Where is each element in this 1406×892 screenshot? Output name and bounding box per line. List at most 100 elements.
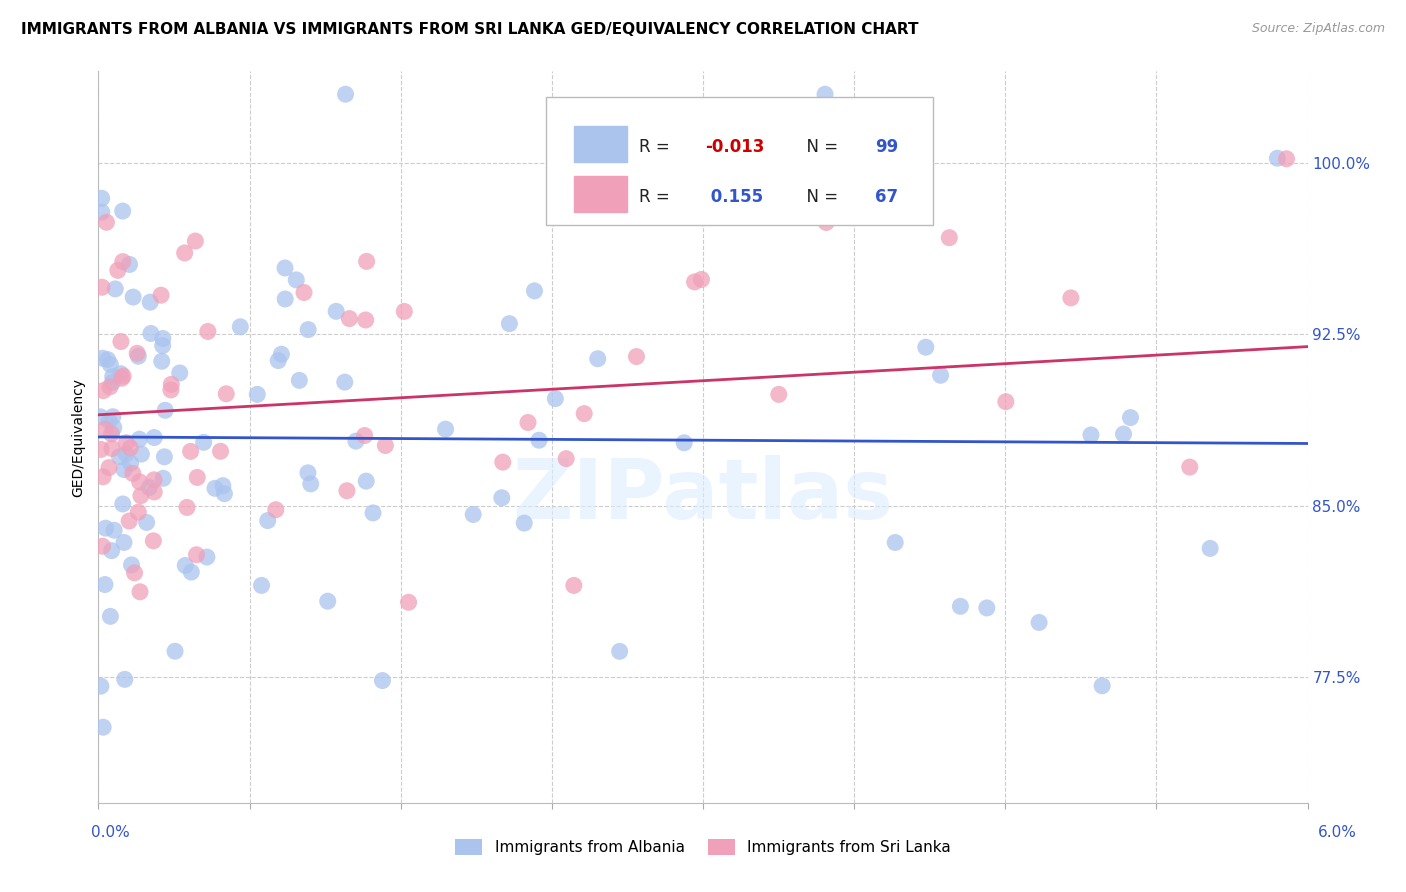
Point (214, 486, 236, 500)
Point (361, 506, 384, 520)
Text: N =: N = (796, 138, 844, 156)
Point (91, 720, 114, 734)
Point (127, 505, 149, 519)
Point (814, 87, 837, 102)
Point (143, 473, 166, 487)
Point (264, 502, 287, 516)
Point (491, 491, 513, 505)
Point (1028, 615, 1050, 630)
FancyBboxPatch shape (574, 126, 627, 162)
Point (1060, 291, 1083, 305)
Point (1119, 410, 1142, 425)
Point (153, 403, 176, 417)
Point (120, 441, 142, 455)
Point (131, 447, 153, 461)
Point (815, 215, 838, 229)
Text: 99: 99 (875, 138, 898, 156)
Point (949, 599, 972, 614)
Point (193, 435, 215, 450)
Point (100, 358, 122, 372)
Text: 0.0%: 0.0% (91, 825, 131, 840)
Point (107, 263, 129, 277)
Point (152, 338, 174, 352)
Point (90, 205, 112, 219)
Point (371, 673, 394, 688)
Point (91, 469, 114, 483)
Point (121, 558, 143, 572)
Point (673, 435, 696, 450)
FancyBboxPatch shape (574, 176, 627, 212)
Point (1199, 541, 1222, 556)
Point (270, 347, 292, 361)
Point (325, 304, 347, 318)
Point (127, 346, 149, 360)
Point (356, 254, 378, 268)
Text: R =: R = (638, 138, 675, 156)
Point (163, 644, 186, 658)
Point (129, 489, 152, 503)
Point (94, 577, 117, 591)
Point (884, 535, 907, 549)
Point (336, 483, 359, 498)
Text: IMMIGRANTS FROM ALBANIA VS IMMIGRANTS FROM SRI LANKA GED/EQUIVALENCY CORRELATION: IMMIGRANTS FROM ALBANIA VS IMMIGRANTS FR… (21, 22, 918, 37)
Point (333, 375, 356, 389)
Point (152, 471, 174, 485)
Point (143, 431, 166, 445)
Point (274, 292, 297, 306)
Point (562, 578, 585, 592)
Text: R =: R = (638, 188, 675, 206)
Point (256, 514, 278, 528)
Point (626, 350, 648, 364)
Point (100, 609, 122, 624)
Point (114, 673, 136, 687)
Point (98, 460, 121, 475)
Y-axis label: GED/Equivalency: GED/Equivalency (72, 377, 86, 497)
Point (94, 422, 117, 436)
Point (197, 325, 219, 339)
Point (120, 456, 142, 470)
Point (91, 351, 114, 366)
Point (89, 409, 111, 424)
Point (94, 521, 117, 535)
Point (498, 317, 520, 331)
Point (1275, 152, 1298, 166)
Point (994, 394, 1017, 409)
Point (153, 450, 176, 464)
Point (768, 387, 790, 401)
Point (335, 87, 357, 102)
Point (104, 282, 127, 296)
Point (914, 340, 936, 354)
Point (129, 584, 152, 599)
Point (173, 246, 195, 260)
Point (180, 565, 202, 579)
Point (527, 434, 550, 448)
Point (297, 323, 319, 337)
Point (683, 275, 706, 289)
Point (143, 485, 166, 500)
Text: 0.155: 0.155 (706, 188, 763, 206)
Legend: Immigrants from Albania, Immigrants from Sri Lanka: Immigrants from Albania, Immigrants from… (449, 833, 957, 861)
Point (929, 368, 952, 383)
Point (434, 422, 457, 436)
Point (1178, 460, 1201, 475)
Point (572, 407, 595, 421)
Point (101, 442, 124, 456)
Point (112, 535, 135, 549)
Point (523, 284, 546, 298)
Point (97, 352, 120, 367)
Point (111, 497, 134, 511)
Point (103, 523, 125, 537)
Text: Source: ZipAtlas.com: Source: ZipAtlas.com (1251, 22, 1385, 36)
Point (398, 595, 420, 609)
Point (112, 462, 135, 476)
Point (115, 447, 138, 461)
Point (108, 450, 131, 464)
Point (204, 481, 226, 495)
Point (110, 367, 132, 381)
Point (353, 428, 375, 442)
Point (128, 475, 150, 489)
Point (101, 376, 124, 390)
Point (98, 414, 121, 428)
Point (215, 386, 238, 401)
Point (186, 548, 208, 562)
